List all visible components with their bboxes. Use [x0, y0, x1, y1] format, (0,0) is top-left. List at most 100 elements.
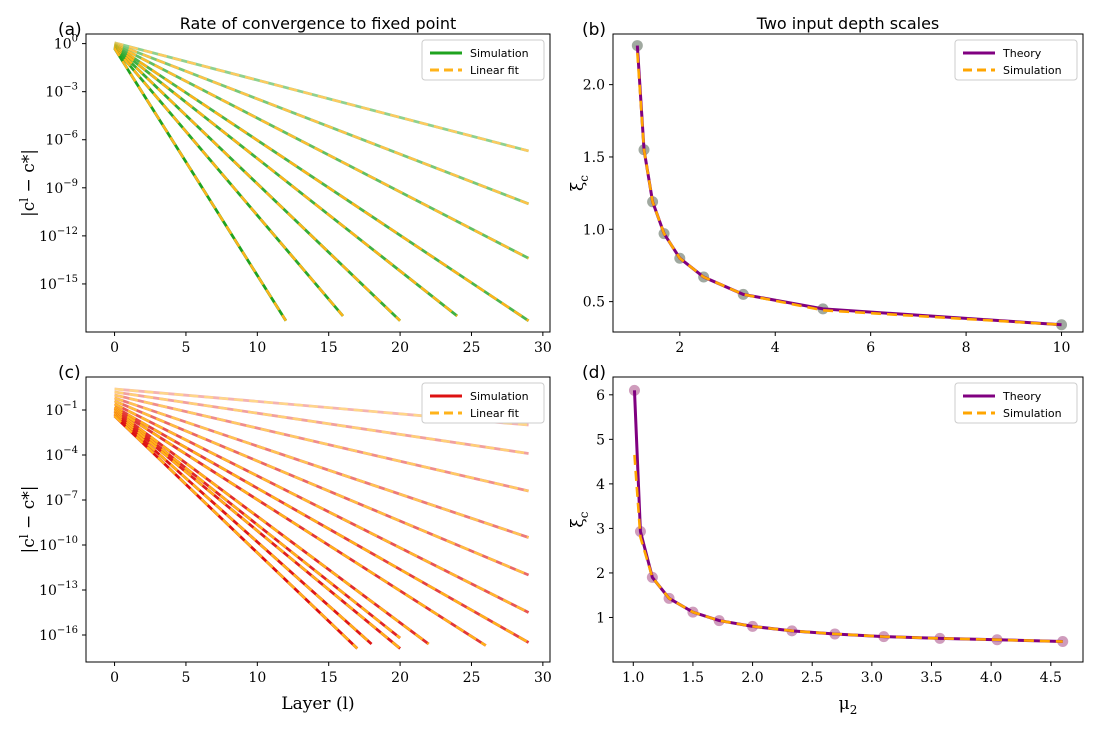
y-tick-label: 10−3 [45, 82, 78, 101]
y-tick-label: 10−13 [39, 580, 78, 599]
x-tick-label: 0 [110, 670, 119, 686]
x-tick-label: 10 [1053, 340, 1071, 356]
fit-line-10 [114, 393, 529, 493]
y-tick-label: 10−6 [45, 130, 78, 149]
legend-label: Linear fit [470, 64, 520, 77]
fit-line-2 [113, 412, 401, 650]
axes-frame [85, 376, 551, 663]
legend-label: Simulation [470, 47, 529, 60]
x-tick-label: 1.0 [622, 670, 644, 686]
y-tick-label: 5 [596, 432, 605, 448]
x-tick-label: 10 [248, 340, 266, 356]
fit-line-11 [114, 390, 529, 455]
legend: Simulation Linear fit [421, 382, 545, 424]
simulation-line-6 [114, 42, 530, 206]
x-tick-label: 1.5 [682, 670, 704, 686]
x-tick-label: 20 [391, 340, 409, 356]
fit-line-5 [113, 407, 487, 647]
y-tick-label: 6 [596, 388, 605, 404]
panel-title: Rate of convergence to fixed point [180, 14, 457, 33]
x-tick-label: 0 [110, 340, 119, 356]
x-tick-label: 3.5 [920, 670, 942, 686]
legend-label: Theory [1002, 390, 1042, 403]
x-tick-label: 30 [534, 340, 552, 356]
fit-line-9 [114, 396, 529, 539]
x-tick-label: 25 [463, 670, 481, 686]
x-tick-label: 15 [320, 340, 338, 356]
plot-area [113, 387, 530, 650]
axes-frame [612, 376, 1084, 663]
y-tick-label: 1.0 [583, 222, 605, 238]
x-tick-label: 6 [866, 340, 875, 356]
y-tick-label: 100 [54, 34, 78, 53]
y-tick-label: 10−7 [45, 490, 78, 509]
y-tick-label: 10−4 [45, 445, 78, 464]
fit-line-3 [113, 45, 458, 317]
axes-frame [612, 33, 1084, 333]
y-tick-label: 10−1 [45, 400, 78, 419]
panel-c: (c) 0 5 10 15 20 25 30 10−1 10−4 10−7 10−10 10−13 10−… [17, 363, 552, 714]
legend-label: Simulation [470, 390, 529, 403]
axes-frame [85, 33, 551, 333]
fit-line-0 [113, 47, 287, 322]
y-tick-label: 3 [596, 521, 605, 537]
x-tick-label: 2.5 [801, 670, 823, 686]
panel-label: (a) [58, 20, 82, 40]
y-tick-label: 2.0 [583, 78, 605, 94]
panel-label: (c) [58, 363, 81, 383]
y-axis-label: ξc [568, 511, 591, 527]
y-tick-label: 10−10 [39, 535, 78, 554]
x-tick-label: 3.0 [861, 670, 883, 686]
y-tick-label: 10−16 [39, 625, 78, 644]
fit-line-5 [114, 43, 530, 260]
y-axis-label: |cl − c*| [17, 486, 39, 554]
y-tick-label: 1 [596, 610, 605, 626]
fit-line-2 [113, 45, 401, 322]
plot-area [631, 40, 1068, 331]
theory-line [632, 390, 1063, 644]
x-tick-label: 10 [248, 670, 266, 686]
fit-line-4 [113, 409, 430, 645]
fit-line-3 [113, 410, 401, 639]
panel-title: Two input depth scales [756, 14, 940, 33]
x-axis-label: μ2 [839, 694, 858, 717]
legend-label: Theory [1002, 47, 1042, 60]
fit-line-7 [114, 41, 529, 153]
x-tick-label: 20 [391, 670, 409, 686]
plot-area [628, 384, 1069, 648]
panel-a: (a) Rate of convergence to fixed point 0 5 1… [17, 14, 552, 356]
fit-line-1 [113, 413, 373, 645]
x-tick-label: 5 [181, 670, 190, 686]
y-tick-label: 4 [596, 477, 605, 493]
legend: Theory Simulation [954, 382, 1078, 424]
fit-line-7 [114, 402, 530, 614]
x-tick-label: 4.5 [1040, 670, 1062, 686]
x-tick-label: 4 [771, 340, 780, 356]
y-tick-label: 10−12 [39, 226, 78, 245]
legend-label: Simulation [1003, 407, 1062, 420]
legend-label: Linear fit [470, 407, 520, 420]
x-tick-label: 25 [463, 340, 481, 356]
panel-b: (b) Two input depth scales 2 4 6 8 10 0.5 1.0 1.5… [568, 14, 1084, 356]
panel-label: (b) [582, 20, 606, 40]
y-tick-label: 10−15 [39, 274, 78, 293]
fit-line-8 [114, 399, 530, 577]
y-axis-label: ξc [568, 175, 591, 191]
legend: Simulation Linear fit [421, 39, 545, 81]
y-tick-label: 10−9 [45, 178, 78, 197]
x-tick-label: 15 [320, 670, 338, 686]
y-tick-label: 2 [596, 566, 605, 582]
simulation-line [636, 52, 1062, 327]
x-axis-label: Layer (l) [281, 694, 354, 714]
x-tick-label: 30 [534, 670, 552, 686]
x-tick-label: 4.0 [980, 670, 1002, 686]
y-tick-label: 1.5 [583, 150, 605, 166]
panel-label: (d) [582, 363, 606, 383]
theory-line [635, 45, 1062, 327]
simulation-line-8 [114, 399, 530, 577]
x-tick-label: 2.0 [741, 670, 763, 686]
y-tick-label: 0.5 [583, 295, 605, 311]
x-tick-label: 8 [962, 340, 971, 356]
y-axis-label: |cl − c*| [17, 149, 39, 217]
